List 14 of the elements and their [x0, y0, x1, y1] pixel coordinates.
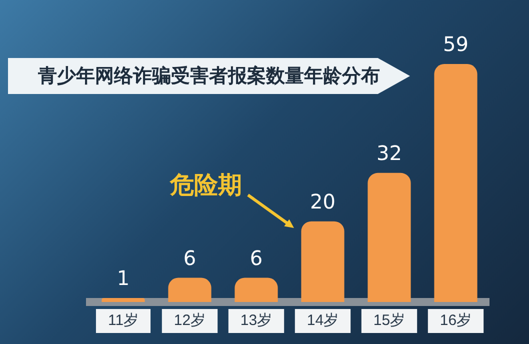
annotation: 危险期 [169, 171, 242, 200]
chart-title: 青少年网络诈骗受害者报案数量年龄分布 [8, 58, 410, 94]
data-label: 6 [250, 246, 263, 270]
data-label: 32 [376, 141, 402, 166]
x-tick-label: 11岁 [108, 312, 139, 330]
x-tick-label: 15岁 [373, 312, 406, 330]
x-tick-label: 14岁 [306, 312, 339, 330]
x-tick-label: 12岁 [174, 312, 206, 330]
data-label: 20 [310, 190, 336, 214]
x-tick-label: 16岁 [440, 312, 472, 330]
data-label: 59 [443, 32, 468, 56]
data-label: 1 [116, 266, 130, 290]
data-label: 6 [183, 246, 196, 270]
x-tick-label: 13岁 [240, 312, 272, 330]
